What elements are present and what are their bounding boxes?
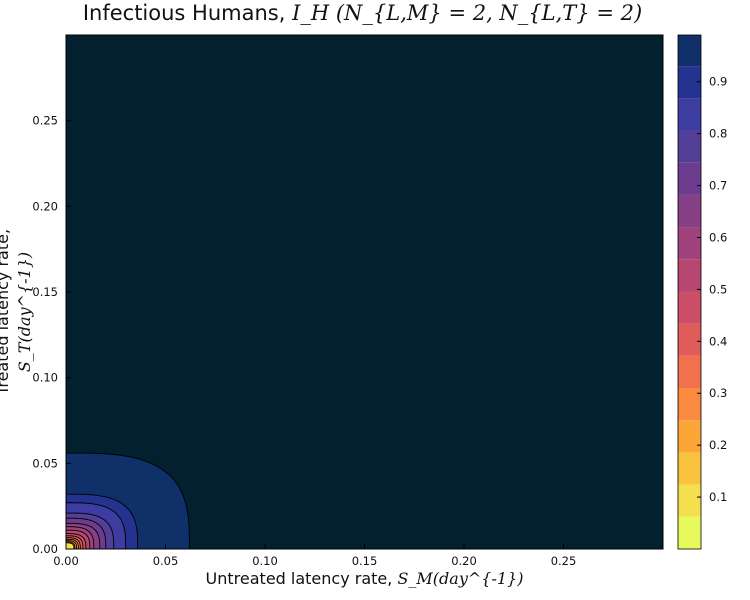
colorbar-band — [678, 420, 701, 453]
colorbar-band — [678, 130, 701, 163]
y-axis-label-text: Treated latency rate, — [0, 228, 12, 396]
colorbar-frame — [677, 34, 702, 550]
colorbar-tick-label: 0.6 — [709, 230, 727, 244]
colorbar-band — [678, 516, 701, 549]
colorbar-tick-label: 0.9 — [709, 75, 727, 89]
chart-title: Infectious Humans, I_H (N_{L,M} = 2, N_{… — [0, 0, 725, 26]
chart-title-prefix: Infectious Humans, — [82, 1, 286, 25]
colorbar-band — [678, 388, 701, 421]
plot-background — [66, 35, 663, 549]
y-axis-label: Treated latency rate, S_T(day^{-1}) — [0, 182, 36, 442]
x-tick-label: 0.05 — [153, 554, 179, 568]
x-axis-label-text: Untreated latency rate, — [205, 569, 393, 588]
colorbar-band — [678, 194, 701, 228]
x-axis-label: Untreated latency rate, S_M(day^{-1}) — [66, 568, 663, 590]
y-tick-label: 0.20 — [32, 199, 58, 213]
colorbar-band — [678, 98, 701, 131]
y-tick-label: 0.25 — [32, 114, 58, 128]
colorbar-band — [678, 323, 701, 356]
colorbar-band — [678, 227, 701, 260]
colorbar-tick-label: 0.7 — [709, 179, 727, 193]
colorbar-tick-label: 0.4 — [709, 334, 727, 348]
contour-level-14 — [65, 542, 75, 550]
chart-title-math: I_H (N_{L,M} = 2, N_{L,T} = 2) — [292, 1, 643, 25]
x-tick-label: 0.00 — [53, 554, 79, 568]
x-tick-label: 0.20 — [451, 554, 477, 568]
y-axis-label-math: S_T(day^{-1}) — [15, 251, 34, 373]
y-tick-label: 0.15 — [32, 285, 58, 299]
colorbar-tick-label: 0.3 — [709, 386, 727, 400]
colorbar-band — [678, 452, 701, 485]
colorbar-band — [678, 259, 701, 292]
colorbar-band — [678, 162, 701, 195]
y-tick-label: 0.05 — [32, 456, 58, 470]
colorbar-tick-label: 0.8 — [709, 127, 727, 141]
x-tick-label: 0.15 — [352, 554, 378, 568]
x-tick-label: 0.25 — [551, 554, 577, 568]
colorbar-band — [678, 66, 701, 99]
colorbar-tick-label: 0.5 — [709, 282, 727, 296]
colorbar-tick-label: 0.2 — [709, 438, 727, 452]
colorbar-band — [678, 35, 701, 67]
colorbar-tick-label: 0.1 — [709, 490, 727, 504]
y-tick-label: 0.00 — [32, 542, 58, 556]
y-tick-label: 0.10 — [32, 371, 58, 385]
colorbar-band — [678, 291, 701, 324]
x-axis-label-math: S_M(day^{-1}) — [397, 569, 524, 588]
colorbar-band — [678, 484, 701, 517]
colorbar-band — [678, 355, 701, 389]
x-tick-label: 0.10 — [252, 554, 278, 568]
